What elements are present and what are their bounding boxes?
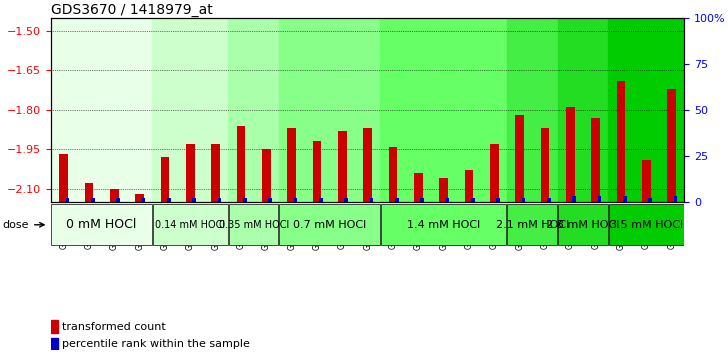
- Bar: [243, 198, 247, 202]
- Bar: [344, 198, 348, 202]
- Bar: [363, 128, 372, 202]
- FancyBboxPatch shape: [507, 204, 557, 246]
- Text: 0 mM HOCl: 0 mM HOCl: [66, 218, 137, 231]
- FancyBboxPatch shape: [558, 204, 608, 246]
- Bar: [66, 198, 69, 202]
- Bar: [414, 173, 423, 202]
- Bar: [116, 198, 120, 202]
- Bar: [420, 198, 424, 202]
- Bar: [135, 194, 144, 202]
- Text: 0.35 mM HOCl: 0.35 mM HOCl: [218, 220, 289, 230]
- Text: dose: dose: [3, 220, 44, 230]
- Bar: [591, 118, 600, 202]
- Bar: [609, 18, 684, 202]
- Bar: [288, 128, 296, 202]
- Bar: [312, 141, 321, 202]
- Bar: [229, 18, 279, 202]
- Bar: [268, 198, 272, 202]
- Bar: [186, 144, 194, 202]
- Bar: [439, 178, 448, 202]
- Bar: [471, 198, 475, 202]
- Bar: [490, 144, 499, 202]
- Text: 0.7 mM HOCl: 0.7 mM HOCl: [293, 220, 366, 230]
- Bar: [380, 18, 507, 202]
- Bar: [262, 149, 271, 202]
- Text: 3.5 mM HOCl: 3.5 mM HOCl: [610, 220, 683, 230]
- FancyBboxPatch shape: [381, 204, 507, 246]
- FancyBboxPatch shape: [229, 204, 279, 246]
- Bar: [617, 81, 625, 202]
- Text: percentile rank within the sample: percentile rank within the sample: [62, 339, 250, 349]
- Text: transformed count: transformed count: [62, 322, 166, 332]
- Bar: [293, 198, 297, 202]
- FancyBboxPatch shape: [153, 204, 228, 246]
- Bar: [446, 198, 449, 202]
- Bar: [515, 115, 524, 202]
- Bar: [521, 198, 526, 202]
- Bar: [566, 107, 574, 202]
- Bar: [51, 18, 152, 202]
- Text: 0.14 mM HOCl: 0.14 mM HOCl: [155, 220, 226, 230]
- Bar: [59, 154, 68, 202]
- Text: GDS3670 / 1418979_at: GDS3670 / 1418979_at: [51, 3, 213, 17]
- Bar: [110, 189, 119, 202]
- FancyBboxPatch shape: [280, 204, 380, 246]
- Bar: [91, 198, 95, 202]
- Bar: [623, 196, 627, 202]
- Bar: [319, 198, 323, 202]
- Bar: [218, 198, 221, 202]
- Bar: [668, 89, 676, 202]
- Bar: [237, 126, 245, 202]
- Bar: [211, 144, 220, 202]
- Bar: [464, 170, 473, 202]
- Bar: [541, 128, 550, 202]
- Text: 2.8 mM HOCl: 2.8 mM HOCl: [546, 220, 620, 230]
- Bar: [558, 18, 609, 202]
- Text: 2.1 mM HOCl: 2.1 mM HOCl: [496, 220, 569, 230]
- Bar: [51, 320, 58, 333]
- FancyBboxPatch shape: [609, 204, 684, 246]
- Bar: [642, 160, 651, 202]
- Bar: [673, 196, 677, 202]
- Text: 1.4 mM HOCl: 1.4 mM HOCl: [407, 220, 480, 230]
- Bar: [192, 198, 196, 202]
- Bar: [161, 157, 170, 202]
- Bar: [84, 183, 93, 202]
- Bar: [547, 198, 550, 202]
- Bar: [496, 198, 500, 202]
- Bar: [152, 18, 229, 202]
- Bar: [572, 196, 576, 202]
- Bar: [598, 196, 601, 202]
- Bar: [51, 338, 58, 350]
- FancyBboxPatch shape: [52, 204, 152, 246]
- Bar: [370, 198, 373, 202]
- Bar: [507, 18, 558, 202]
- Bar: [279, 18, 380, 202]
- Bar: [141, 198, 146, 202]
- Bar: [395, 198, 399, 202]
- Bar: [167, 198, 170, 202]
- Bar: [389, 147, 397, 202]
- Bar: [648, 198, 652, 202]
- Bar: [338, 131, 347, 202]
